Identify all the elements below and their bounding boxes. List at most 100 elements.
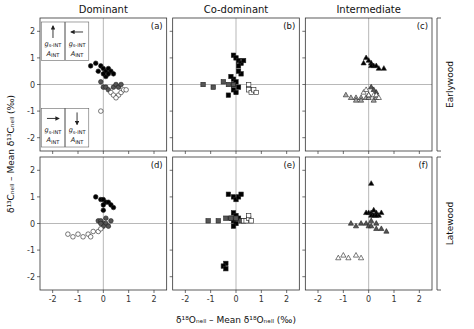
points <box>206 192 253 271</box>
panel <box>302 18 432 154</box>
inset-text-sub: INT <box>75 52 84 58</box>
point <box>66 232 71 237</box>
x-tick-label: 0 <box>366 295 371 304</box>
x-tick <box>128 290 129 293</box>
plot-background <box>173 157 300 290</box>
point <box>226 82 230 86</box>
y-tick <box>302 276 305 277</box>
panel: -2-1012-2-1012 <box>27 157 167 304</box>
x-tick <box>154 151 155 154</box>
panel <box>170 18 300 154</box>
plot-frame <box>173 157 300 290</box>
x-tick <box>154 290 155 293</box>
point <box>221 80 225 84</box>
x-tick-label: 1 <box>126 295 131 304</box>
point <box>99 80 104 85</box>
point <box>358 221 363 226</box>
point <box>381 66 386 71</box>
inset-text: AINT <box>70 136 85 145</box>
panel-label: (e) <box>283 160 295 170</box>
y-tick <box>170 196 173 197</box>
y-tick <box>37 196 40 197</box>
point <box>224 216 228 220</box>
points <box>343 55 386 102</box>
x-tick <box>236 290 237 293</box>
point <box>93 61 98 66</box>
inset-box <box>41 108 64 147</box>
y-tick <box>302 31 305 32</box>
point <box>236 69 240 73</box>
x-tick <box>185 151 186 154</box>
y-tick-label: -2 <box>27 273 35 282</box>
x-tick <box>78 151 79 154</box>
point <box>358 98 363 103</box>
y-tick <box>170 170 173 171</box>
x-tick <box>185 290 186 293</box>
y-tick <box>302 137 305 138</box>
y-tick-label: 1 <box>30 54 35 63</box>
plot-frame <box>40 157 167 290</box>
x-tick-label: -2 <box>314 295 322 304</box>
y-tick <box>302 84 305 85</box>
point <box>376 66 381 71</box>
point <box>376 95 381 100</box>
y-tick <box>170 31 173 32</box>
point <box>249 219 253 223</box>
x-tick-label: 2 <box>284 295 289 304</box>
points <box>88 61 128 113</box>
inset-arrow <box>47 118 59 119</box>
point <box>341 253 346 258</box>
inset-text: AINT <box>46 136 61 145</box>
point <box>111 205 116 210</box>
y-tick <box>170 276 173 277</box>
point <box>336 255 341 260</box>
y-tick <box>37 250 40 251</box>
point <box>231 82 235 86</box>
point <box>229 216 233 220</box>
bracket <box>437 157 441 158</box>
y-tick-label: -1 <box>27 246 35 255</box>
y-tick <box>37 31 40 32</box>
y-tick <box>170 84 173 85</box>
x-tick <box>394 151 395 154</box>
points <box>66 195 116 240</box>
x-tick <box>419 290 420 293</box>
y-tick <box>37 137 40 138</box>
point <box>71 235 76 240</box>
point <box>99 227 104 232</box>
inset: gs-INTAINT <box>41 22 64 61</box>
inset-text: AINT <box>70 50 85 59</box>
point <box>346 255 351 260</box>
point <box>91 229 96 234</box>
point <box>216 219 220 223</box>
x-tick-label: -1 <box>339 295 347 304</box>
y-tick <box>170 137 173 138</box>
row-label: Latewood <box>445 202 455 246</box>
x-tick-label: 2 <box>417 295 422 304</box>
point <box>119 82 124 87</box>
x-tick-label: -1 <box>207 295 215 304</box>
x-tick-label: 1 <box>259 295 264 304</box>
point <box>366 92 371 97</box>
point <box>109 219 114 224</box>
point <box>384 229 389 234</box>
inset-text: AINT <box>46 50 61 59</box>
point <box>101 203 106 208</box>
panel-label: (c) <box>417 21 428 31</box>
plot-background <box>305 157 432 290</box>
inset-text-sub: s-INT <box>49 42 63 48</box>
y-tick <box>302 196 305 197</box>
panel-label: (b) <box>283 21 295 31</box>
point <box>366 92 371 97</box>
x-tick <box>103 290 104 293</box>
plot-frame <box>305 157 432 290</box>
inset-box <box>65 22 88 61</box>
panel-title: Dominant <box>79 4 128 15</box>
point <box>226 93 230 97</box>
chart: -2-1012Dominant(a)gs-INTAINTgs-INTAINTgs… <box>0 0 474 329</box>
bracket <box>437 290 441 291</box>
plot-background <box>40 157 167 290</box>
y-tick <box>302 111 305 112</box>
inset-box <box>41 22 64 61</box>
panel: -2-1012 <box>302 157 432 304</box>
